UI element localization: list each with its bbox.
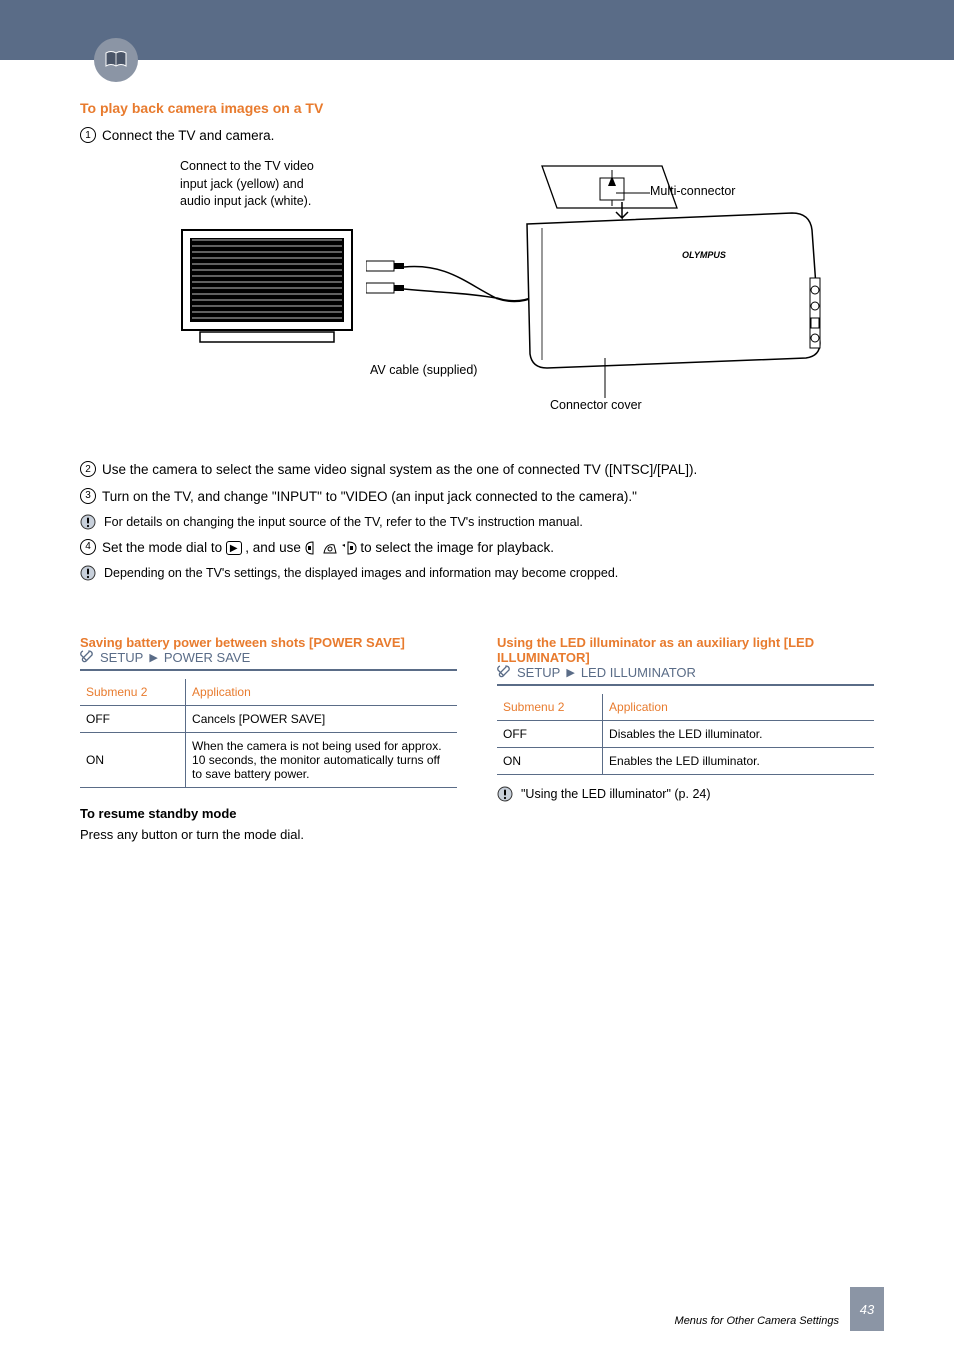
step-number-3: 3 bbox=[80, 488, 96, 504]
col-application: Application bbox=[603, 694, 874, 721]
step-2: 2 Use the camera to select the same vide… bbox=[80, 460, 874, 480]
wrench-icon bbox=[80, 650, 94, 664]
table-row: OFF Cancels [POWER SAVE] bbox=[80, 705, 457, 732]
breadcrumb-arrow-icon: ▶ bbox=[149, 651, 157, 664]
step-3: 3 Turn on the TV, and change "INPUT" to … bbox=[80, 487, 874, 507]
open-book-icon bbox=[104, 51, 128, 69]
cell-val: Enables the LED illuminator. bbox=[603, 747, 874, 774]
step-4: 4 Set the mode dial to ▶ , and use to se… bbox=[80, 538, 874, 558]
step-number-1: 1 bbox=[80, 127, 96, 143]
tv-jack-caption: Connect to the TV video input jack (yell… bbox=[180, 158, 360, 211]
power-save-section: Saving battery power between shots [POWE… bbox=[80, 637, 457, 842]
led-ref-note: "Using the LED illuminator" (p. 24) bbox=[497, 785, 874, 804]
breadcrumb-setup: SETUP bbox=[517, 665, 560, 680]
resume-text: Press any button or turn the mode dial. bbox=[80, 827, 457, 842]
connection-diagram: Connect to the TV video input jack (yell… bbox=[130, 158, 874, 448]
note-1: For details on changing the input source… bbox=[80, 513, 874, 532]
exclaim-icon bbox=[497, 786, 513, 802]
breadcrumb-led: LED ILLUMINATOR bbox=[581, 665, 696, 680]
step-number-4: 4 bbox=[80, 539, 96, 555]
leader-multi-connector bbox=[616, 188, 656, 198]
led-breadcrumb: SETUP ▶ LED ILLUMINATOR bbox=[497, 665, 874, 686]
led-table: Submenu 2 Application OFF Disables the L… bbox=[497, 694, 874, 775]
step-1-text: Connect the TV and camera. bbox=[102, 126, 274, 146]
cell-key: OFF bbox=[497, 720, 603, 747]
cell-key: ON bbox=[497, 747, 603, 774]
leader-connector-cover bbox=[600, 358, 610, 400]
exclaim-icon bbox=[80, 514, 96, 530]
col-submenu: Submenu 2 bbox=[497, 694, 603, 721]
manual-badge bbox=[94, 38, 138, 82]
page-content: To play back camera images on a TV 1 Con… bbox=[0, 60, 954, 842]
col-application: Application bbox=[186, 679, 457, 706]
breadcrumb-power-save: POWER SAVE bbox=[164, 650, 250, 665]
led-section: Using the LED illuminator as an auxiliar… bbox=[497, 637, 874, 842]
note-2-text: Depending on the TV's settings, the disp… bbox=[104, 564, 618, 583]
cell-val: When the camera is not being used for ap… bbox=[186, 732, 457, 787]
cell-key: ON bbox=[80, 732, 186, 787]
breadcrumb-arrow-icon: ▶ bbox=[566, 666, 574, 679]
settings-columns: Saving battery power between shots [POWE… bbox=[80, 637, 874, 842]
breadcrumb-setup: SETUP bbox=[100, 650, 143, 665]
step-number-2: 2 bbox=[80, 461, 96, 477]
led-ref-text: "Using the LED illuminator" (p. 24) bbox=[521, 785, 711, 804]
page-number: 43 bbox=[850, 1287, 884, 1331]
step-1: 1 Connect the TV and camera. bbox=[80, 126, 874, 146]
header-bar bbox=[0, 0, 954, 60]
table-row: OFF Disables the LED illuminator. bbox=[497, 720, 874, 747]
led-title: Using the LED illuminator as an auxiliar… bbox=[497, 635, 874, 665]
arrow-pad-icons bbox=[305, 541, 357, 555]
exclaim-icon bbox=[80, 565, 96, 581]
tv-illustration bbox=[180, 228, 370, 348]
chapter-footer: Menus for Other Camera Settings bbox=[675, 1315, 839, 1327]
note-2: Depending on the TV's settings, the disp… bbox=[80, 564, 874, 583]
tv-section-title: To play back camera images on a TV bbox=[80, 100, 874, 116]
table-row: Submenu 2 Application bbox=[80, 679, 457, 706]
step-3-text: Turn on the TV, and change "INPUT" to "V… bbox=[102, 487, 637, 507]
table-row: ON Enables the LED illuminator. bbox=[497, 747, 874, 774]
col-submenu: Submenu 2 bbox=[80, 679, 186, 706]
power-save-table: Submenu 2 Application OFF Cancels [POWER… bbox=[80, 679, 457, 788]
cell-val: Disables the LED illuminator. bbox=[603, 720, 874, 747]
power-save-title: Saving battery power between shots [POWE… bbox=[80, 635, 457, 650]
cell-key: OFF bbox=[80, 705, 186, 732]
connector-cover-label: Connector cover bbox=[550, 398, 642, 412]
power-save-breadcrumb: SETUP ▶ POWER SAVE bbox=[80, 650, 457, 671]
resume-title: To resume standby mode bbox=[80, 806, 457, 821]
cell-val: Cancels [POWER SAVE] bbox=[186, 705, 457, 732]
table-row: Submenu 2 Application bbox=[497, 694, 874, 721]
step-2-text: Use the camera to select the same video … bbox=[102, 460, 697, 480]
playback-mode-icon: ▶ bbox=[226, 541, 242, 555]
table-row: ON When the camera is not being used for… bbox=[80, 732, 457, 787]
step-4-text: Set the mode dial to ▶ , and use to sele… bbox=[102, 538, 554, 558]
camera-brand-text: OLYMPUS bbox=[682, 250, 726, 260]
note-1-text: For details on changing the input source… bbox=[104, 513, 583, 532]
av-cable-label: AV cable (supplied) bbox=[370, 363, 477, 377]
wrench-icon bbox=[497, 665, 511, 679]
multi-connector-label: Multi-connector bbox=[650, 184, 735, 198]
